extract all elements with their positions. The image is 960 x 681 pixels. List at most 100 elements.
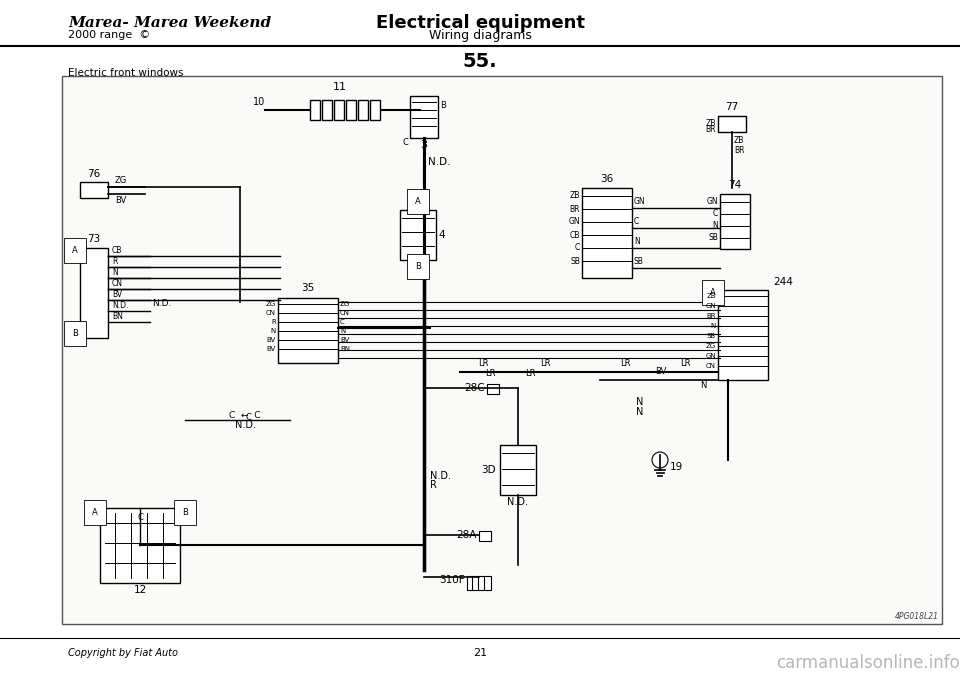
- Bar: [487, 384, 499, 394]
- Text: 4: 4: [438, 230, 444, 240]
- Bar: [322, 100, 332, 120]
- Text: GN: GN: [706, 353, 716, 359]
- Text: CN: CN: [266, 310, 276, 316]
- Text: 73: 73: [87, 234, 101, 244]
- Bar: [80, 182, 108, 198]
- Text: LR: LR: [485, 368, 495, 377]
- Text: C: C: [634, 217, 639, 226]
- Text: 3D: 3D: [481, 465, 496, 475]
- Text: ZB: ZB: [734, 136, 744, 145]
- Text: N: N: [710, 323, 716, 329]
- Text: LR: LR: [478, 359, 489, 368]
- Text: Copyright by Fiat Auto: Copyright by Fiat Auto: [68, 648, 178, 658]
- Text: BV: BV: [655, 367, 666, 376]
- Bar: [467, 576, 491, 590]
- Text: 21: 21: [473, 648, 487, 658]
- Text: Electric front windows: Electric front windows: [68, 68, 183, 78]
- Text: SB: SB: [707, 333, 716, 339]
- Text: ZB: ZB: [706, 119, 716, 129]
- Text: BV: BV: [340, 337, 349, 343]
- Bar: [500, 445, 536, 495]
- Text: C  ←  C: C ← C: [229, 411, 261, 419]
- Text: 244: 244: [773, 277, 793, 287]
- Text: Marea- Marea Weekend: Marea- Marea Weekend: [68, 16, 271, 30]
- Text: 77: 77: [726, 102, 738, 112]
- Bar: [278, 298, 338, 363]
- Text: A: A: [92, 508, 98, 517]
- Text: A: A: [415, 197, 420, 206]
- Text: C: C: [137, 513, 143, 522]
- Text: Electrical equipment: Electrical equipment: [375, 14, 585, 32]
- Text: 12: 12: [133, 585, 147, 595]
- Text: BN: BN: [112, 312, 123, 321]
- Text: LR: LR: [620, 359, 631, 368]
- Text: ZG: ZG: [266, 301, 276, 307]
- Text: LR: LR: [680, 359, 690, 368]
- Bar: [62, 76, 942, 624]
- Text: 74: 74: [729, 180, 742, 190]
- Text: 36: 36: [600, 174, 613, 184]
- Text: Wiring diagrams: Wiring diagrams: [428, 29, 532, 42]
- Text: BR: BR: [734, 146, 745, 155]
- Text: 76: 76: [87, 169, 101, 179]
- Text: BV: BV: [267, 337, 276, 343]
- Text: B: B: [440, 101, 445, 110]
- Text: A: A: [72, 246, 78, 255]
- Text: 310F: 310F: [440, 575, 465, 585]
- Text: 10: 10: [252, 97, 265, 107]
- Bar: [358, 100, 368, 120]
- Text: 28A: 28A: [457, 530, 477, 540]
- Text: N: N: [700, 381, 707, 390]
- Text: N.D.: N.D.: [430, 471, 451, 481]
- Text: SB: SB: [634, 257, 644, 266]
- Text: SB: SB: [708, 234, 718, 242]
- Text: ZG: ZG: [706, 343, 716, 349]
- Text: GN: GN: [706, 303, 716, 309]
- Text: C: C: [712, 210, 718, 219]
- Text: R: R: [272, 319, 276, 325]
- Text: R: R: [430, 480, 437, 490]
- Bar: [80, 248, 108, 338]
- Text: ZB: ZB: [569, 191, 580, 200]
- Text: CN: CN: [706, 363, 716, 369]
- Bar: [718, 116, 746, 132]
- Text: N.D.: N.D.: [508, 497, 529, 507]
- Bar: [100, 508, 180, 583]
- Text: N: N: [340, 328, 346, 334]
- Text: BV: BV: [112, 290, 122, 299]
- Bar: [720, 194, 750, 249]
- Text: N.D.: N.D.: [428, 157, 450, 167]
- Text: 28C: 28C: [465, 383, 485, 393]
- Text: N.D.: N.D.: [234, 420, 255, 430]
- Text: BR: BR: [707, 313, 716, 319]
- Text: 2000 range  ©: 2000 range ©: [68, 30, 151, 40]
- Text: 3: 3: [420, 140, 427, 150]
- Bar: [346, 100, 356, 120]
- Text: ZG: ZG: [115, 176, 128, 185]
- Text: CB: CB: [112, 246, 122, 255]
- Text: R: R: [112, 257, 117, 266]
- Text: CN: CN: [340, 310, 350, 316]
- Text: BV: BV: [115, 196, 127, 205]
- Text: BV: BV: [267, 346, 276, 352]
- Text: B: B: [182, 508, 188, 517]
- Text: C: C: [340, 319, 345, 325]
- Bar: [718, 290, 768, 380]
- Bar: [400, 210, 436, 260]
- Text: CN: CN: [112, 279, 123, 288]
- Text: BR: BR: [706, 125, 716, 133]
- Text: 19: 19: [670, 462, 684, 472]
- Bar: [479, 531, 491, 541]
- Text: CB: CB: [569, 230, 580, 240]
- Text: B: B: [415, 262, 420, 271]
- Text: GN: GN: [707, 197, 718, 206]
- Text: C: C: [245, 413, 251, 422]
- Text: BN: BN: [340, 346, 350, 352]
- Text: 11: 11: [333, 82, 347, 92]
- Text: N.D.: N.D.: [112, 301, 129, 310]
- Text: C: C: [402, 138, 408, 147]
- Text: N: N: [636, 397, 644, 407]
- Text: N: N: [634, 237, 639, 246]
- Text: A: A: [710, 288, 716, 297]
- Text: N: N: [712, 221, 718, 230]
